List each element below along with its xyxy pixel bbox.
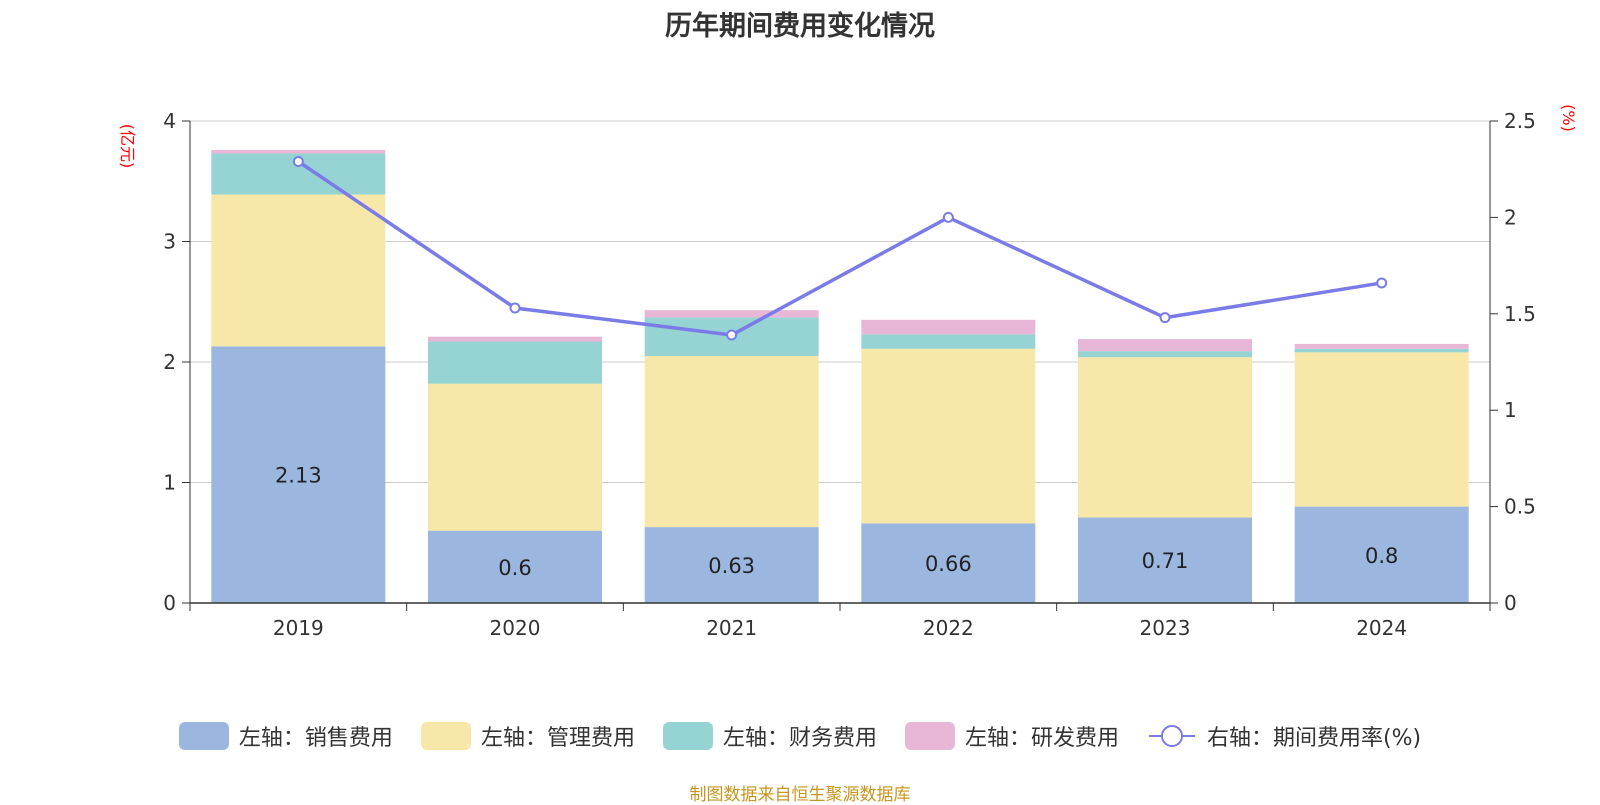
bar-segment: [644, 527, 819, 603]
legend-item[interactable]: 右轴：期间费用率(%): [1147, 720, 1421, 752]
left-tick-label: 1: [163, 471, 176, 495]
bar-segment: [1294, 352, 1469, 507]
bar-data-label: 2.13: [275, 464, 322, 488]
bar-segment: [861, 319, 1036, 335]
bar-segment: [1294, 506, 1469, 603]
left-tick-label: 4: [163, 109, 176, 133]
rate-point: [509, 302, 521, 314]
left-axis-unit: (亿元): [118, 124, 137, 169]
bar-segment: [428, 383, 602, 531]
rate-point: [292, 155, 304, 167]
right-tick-label: 0.5: [1504, 495, 1536, 519]
x-tick-label: 2020: [490, 616, 541, 640]
legend-label: 左轴：财务费用: [722, 726, 877, 751]
legend-item[interactable]: 左轴：销售费用: [178, 720, 393, 752]
x-tick-label: 2022: [923, 616, 974, 640]
legend-item[interactable]: 左轴：研发费用: [904, 720, 1119, 752]
bar-segment: [644, 310, 819, 318]
left-tick-label: 2: [163, 350, 176, 374]
legend-swatch: [420, 722, 471, 750]
bar-data-label: 0.8: [1365, 544, 1398, 568]
legend-item[interactable]: 左轴：管理费用: [420, 720, 635, 752]
rate-point: [1376, 277, 1388, 289]
legend-label: 左轴：销售费用: [238, 726, 393, 751]
rate-point: [1159, 312, 1171, 324]
bar-segment: [1294, 343, 1469, 349]
right-tick-label: 1.5: [1504, 302, 1536, 326]
legend-label: 左轴：管理费用: [480, 726, 635, 751]
bar-segment: [428, 530, 602, 603]
right-tick-label: 1: [1504, 398, 1517, 422]
rate-point: [942, 211, 954, 223]
bar-data-label: 0.66: [925, 552, 972, 576]
bar-segment: [1078, 339, 1252, 352]
legend-swatch: [178, 722, 229, 750]
bar-segment: [211, 194, 386, 347]
right-tick-label: 2: [1504, 205, 1517, 229]
x-tick-label: 2019: [273, 616, 324, 640]
bar-segment: [211, 149, 386, 154]
bar-segment: [1078, 351, 1252, 358]
bar-segment: [428, 341, 602, 384]
bar-segment: [644, 355, 819, 528]
legend-label: 左轴：研发费用: [964, 726, 1119, 751]
bar-segment: [1078, 517, 1252, 603]
bar-data-label: 0.63: [708, 554, 755, 578]
rate-line: [297, 160, 1382, 337]
x-tick-label: 2024: [1356, 616, 1407, 640]
chart-title: 历年期间费用变化情况: [665, 11, 935, 42]
legend: 左轴：销售费用 左轴：管理费用 左轴：财务费用 左轴：研发费用 右轴：期间费用率(%): [0, 720, 1600, 752]
left-tick-label: 3: [163, 230, 176, 254]
right-tick-label: 2.5: [1504, 109, 1536, 133]
rate-point: [726, 329, 738, 341]
bar-segment: [1078, 357, 1252, 518]
legend-line-circle: [1160, 725, 1183, 747]
bar-segment: [428, 336, 602, 342]
bar-segment: [1294, 348, 1469, 353]
legend-swatch: [662, 722, 713, 750]
x-tick-label: 2023: [1140, 616, 1191, 640]
chart-plot: 0 1 2 3 4 0 0.5 1 1.5 2 2.5 (亿元) (%) 2019 2020 2021 2022…: [118, 104, 1578, 640]
bar-data-label: 0.6: [498, 556, 531, 580]
legend-line-marker: [1148, 725, 1195, 747]
right-tick-label: 0: [1504, 591, 1517, 615]
left-tick-label: 0: [163, 591, 176, 615]
bar-data-label: 0.71: [1142, 549, 1189, 573]
right-axis-unit: (%): [1559, 104, 1578, 132]
legend-item[interactable]: 左轴：财务费用: [662, 720, 877, 752]
source-note: 制图数据来自恒生聚源数据库: [689, 785, 911, 805]
bar-segment: [861, 334, 1036, 349]
bar-segment: [861, 348, 1036, 524]
legend-label: 右轴：期间费用率(%): [1206, 726, 1422, 751]
legend-swatch: [904, 722, 955, 750]
bar-segment: [211, 346, 386, 603]
x-tick-label: 2021: [706, 616, 757, 640]
bar-segment: [861, 523, 1036, 603]
